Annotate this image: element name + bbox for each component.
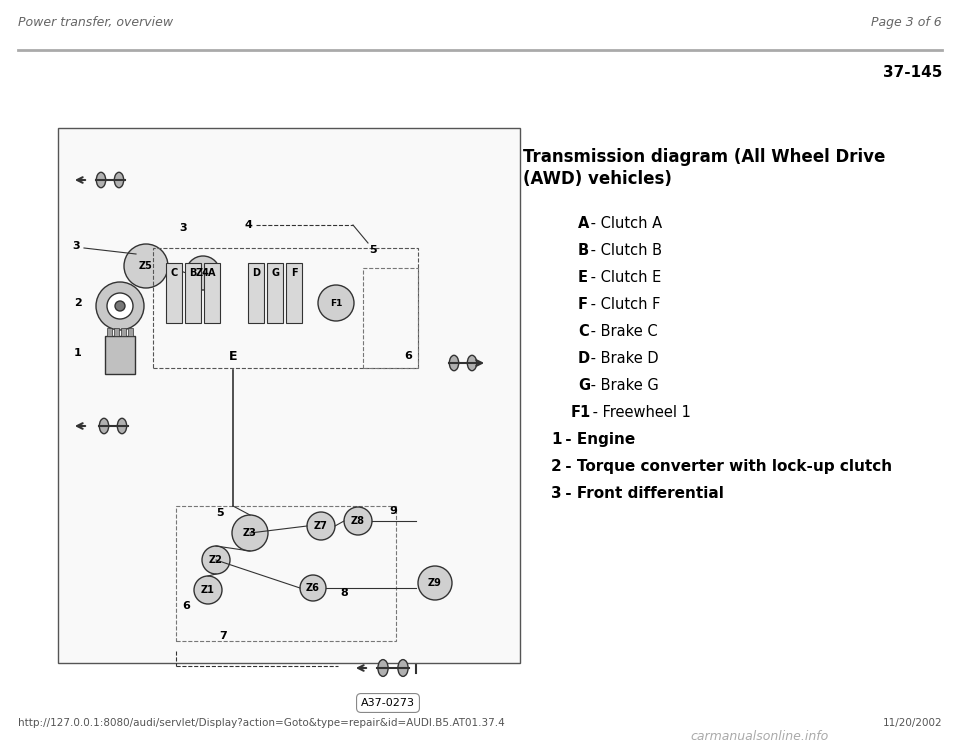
Text: Z6: Z6	[306, 583, 320, 593]
Text: - Torque converter with lock-up clutch: - Torque converter with lock-up clutch	[560, 459, 892, 474]
Text: C: C	[578, 324, 588, 339]
Bar	[286, 263, 302, 323]
Text: B: B	[578, 243, 589, 258]
Text: - Front differential: - Front differential	[560, 486, 724, 501]
Text: - Clutch E: - Clutch E	[587, 270, 661, 285]
Text: E: E	[228, 349, 237, 363]
Text: F: F	[578, 297, 588, 312]
Text: - Brake C: - Brake C	[587, 324, 659, 339]
Text: 7: 7	[219, 631, 227, 641]
Text: 8: 8	[340, 588, 348, 598]
Circle shape	[232, 515, 268, 551]
Text: carmanualsonline.info: carmanualsonline.info	[690, 730, 828, 742]
Bar	[107, 328, 112, 336]
Text: Z3: Z3	[243, 528, 257, 538]
Text: 5: 5	[216, 508, 224, 518]
Text: F: F	[291, 268, 298, 278]
Circle shape	[186, 256, 220, 290]
Bar	[185, 263, 201, 323]
Circle shape	[418, 566, 452, 600]
Text: - Brake D: - Brake D	[587, 351, 660, 366]
Text: - Engine: - Engine	[560, 432, 635, 447]
Text: Z7: Z7	[314, 521, 328, 531]
Circle shape	[194, 576, 222, 604]
Text: A: A	[208, 268, 216, 278]
Text: 2: 2	[74, 298, 82, 308]
Text: Z2: Z2	[209, 555, 223, 565]
Text: Z4: Z4	[196, 268, 210, 278]
Circle shape	[344, 507, 372, 535]
Text: 3: 3	[551, 486, 562, 501]
Text: 5: 5	[370, 245, 377, 255]
Bar	[153, 248, 418, 368]
Text: 2: 2	[551, 459, 562, 474]
Text: C: C	[170, 268, 178, 278]
Circle shape	[307, 512, 335, 540]
Circle shape	[107, 293, 133, 319]
Text: 37-145: 37-145	[882, 65, 942, 80]
Text: 1: 1	[551, 432, 562, 447]
Bar	[176, 506, 396, 641]
Text: 9: 9	[389, 506, 396, 516]
Text: A: A	[578, 216, 589, 231]
Circle shape	[202, 546, 230, 574]
Text: B: B	[189, 268, 197, 278]
Ellipse shape	[449, 355, 459, 371]
Bar	[363, 268, 418, 368]
Circle shape	[124, 244, 168, 288]
Text: 1: 1	[74, 348, 82, 358]
Ellipse shape	[378, 660, 388, 677]
Text: (AWD) vehicles): (AWD) vehicles)	[523, 170, 672, 188]
Text: G: G	[578, 378, 590, 393]
Text: 3: 3	[180, 223, 187, 233]
Text: E: E	[578, 270, 588, 285]
Circle shape	[96, 282, 144, 330]
Bar	[105, 336, 135, 374]
Bar	[114, 328, 119, 336]
Text: A37-0273: A37-0273	[361, 698, 415, 708]
Ellipse shape	[468, 355, 477, 371]
Bar	[58, 128, 520, 663]
Text: F1: F1	[330, 298, 342, 307]
Ellipse shape	[99, 418, 108, 434]
Bar	[267, 263, 283, 323]
Ellipse shape	[117, 418, 127, 434]
Bar	[166, 263, 182, 323]
Ellipse shape	[397, 660, 408, 677]
Text: - Clutch F: - Clutch F	[587, 297, 660, 312]
Ellipse shape	[96, 172, 106, 188]
Text: Z9: Z9	[428, 578, 442, 588]
Bar	[248, 263, 264, 323]
Text: Z1: Z1	[201, 585, 215, 595]
Text: - Freewheel 1: - Freewheel 1	[588, 405, 691, 420]
Text: 11/20/2002: 11/20/2002	[882, 718, 942, 728]
Text: Page 3 of 6: Page 3 of 6	[872, 16, 942, 29]
Ellipse shape	[114, 172, 124, 188]
Text: 6: 6	[182, 601, 190, 611]
Text: - Clutch A: - Clutch A	[587, 216, 662, 231]
Circle shape	[318, 285, 354, 321]
Text: - Clutch B: - Clutch B	[587, 243, 662, 258]
Text: 6: 6	[404, 351, 412, 361]
Circle shape	[300, 575, 326, 601]
Circle shape	[115, 301, 125, 311]
Text: 4: 4	[244, 220, 252, 230]
Text: - Brake G: - Brake G	[587, 378, 660, 393]
Text: Transmission diagram (All Wheel Drive: Transmission diagram (All Wheel Drive	[523, 148, 885, 166]
Text: D: D	[578, 351, 590, 366]
Text: Power transfer, overview: Power transfer, overview	[18, 16, 173, 29]
Text: Z5: Z5	[139, 261, 153, 271]
Text: http://127.0.0.1:8080/audi/servlet/Display?action=Goto&type=repair&id=AUDI.B5.AT: http://127.0.0.1:8080/audi/servlet/Displ…	[18, 718, 505, 728]
Bar	[121, 328, 126, 336]
Bar	[128, 328, 133, 336]
Text: D: D	[252, 268, 260, 278]
Text: 3: 3	[72, 241, 80, 251]
Bar	[204, 263, 220, 323]
Text: Z8: Z8	[351, 516, 365, 526]
Text: G: G	[271, 268, 279, 278]
Text: F1: F1	[571, 405, 591, 420]
